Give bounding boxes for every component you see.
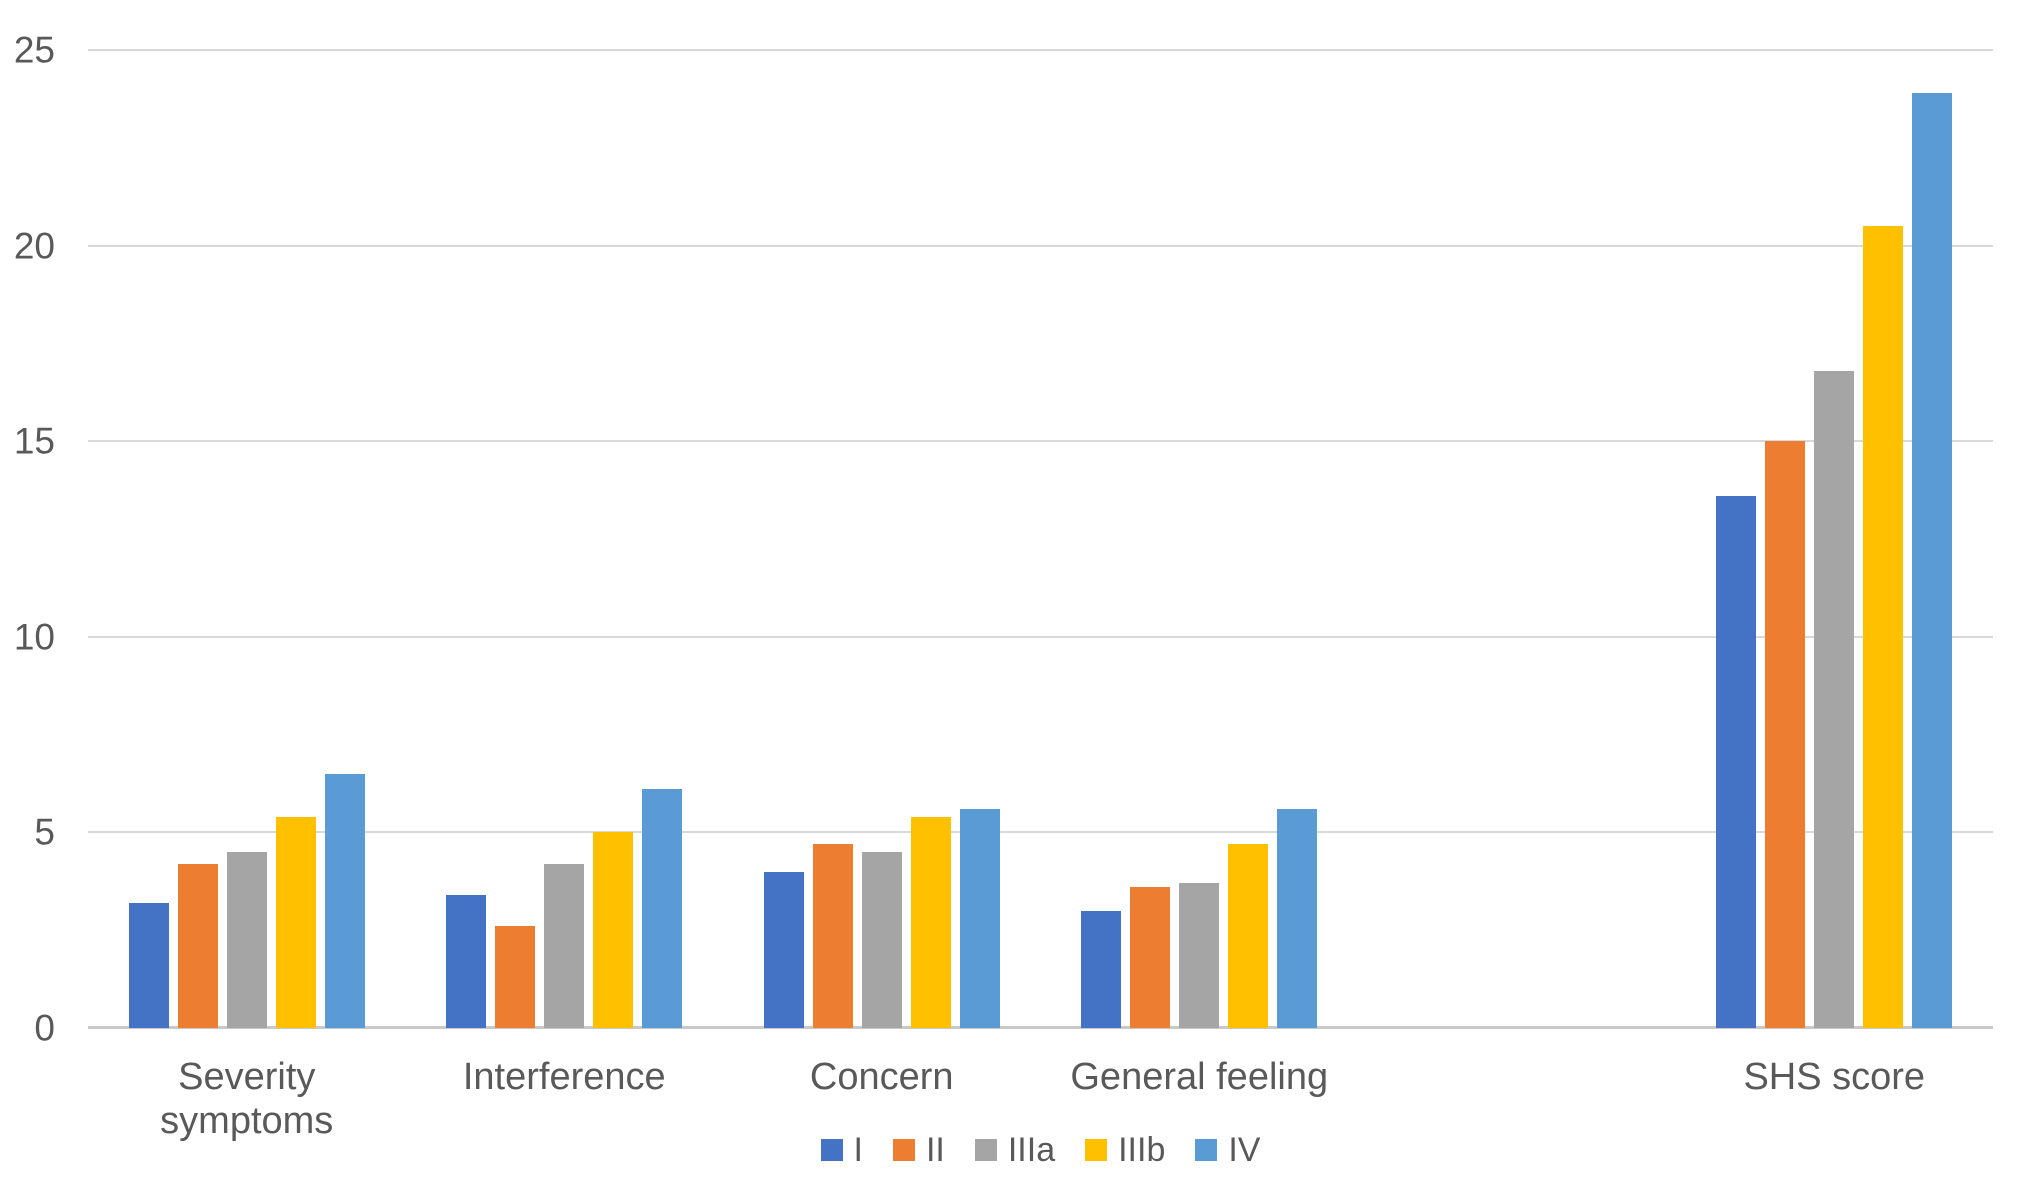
x-axis-category-label: SHS score (1743, 1056, 1926, 1098)
x-axis-category-label: Interference (462, 1056, 666, 1098)
bar-IV-shs-score (1912, 93, 1953, 1028)
bar-group-shs-score (1676, 50, 1994, 1028)
legend-label-IIIb: IIIb (1118, 1131, 1166, 1169)
plot-area (88, 49, 1993, 1029)
legend-label-I: I (853, 1131, 863, 1169)
legend-item-I: I (820, 1131, 863, 1169)
bar-group-severity-symptoms (88, 50, 406, 1028)
legend-item-II: II (892, 1131, 945, 1169)
bar-I-shs-score (1716, 495, 1757, 1028)
bar-I-concern (763, 871, 804, 1028)
legend-swatch-IIIa (974, 1139, 997, 1161)
bar-IIIb-severity-symptoms (275, 816, 316, 1028)
legend-label-IV: IV (1228, 1131, 1261, 1169)
bar-IIIa-interference (544, 863, 585, 1028)
legend-item-IIIb: IIIb (1085, 1133, 1165, 1167)
bar-group-concern (723, 50, 1041, 1028)
bar-group-empty (1358, 50, 1676, 1028)
x-axis-category-label: General feeling (1070, 1056, 1329, 1098)
bar-II-shs-score (1765, 441, 1806, 1028)
legend-item-IIIa: IIIa (974, 1131, 1056, 1169)
y-gridline-5 (88, 831, 1993, 834)
x-axis-category-label: Severity symptoms (160, 1056, 334, 1142)
y-gridline-20 (88, 244, 1993, 247)
bar-IIIb-interference (593, 832, 634, 1028)
bar-I-interference (446, 895, 487, 1028)
legend: I II IIIa IIIb IV (88, 1124, 1993, 1176)
bar-I-severity-symptoms (128, 902, 169, 1028)
legend-swatch-I (820, 1139, 843, 1161)
bar-II-general-feeling (1130, 887, 1171, 1028)
legend-item-IV: IV (1195, 1133, 1260, 1167)
bar-IIIb-shs-score (1863, 226, 1904, 1028)
bar-IIIb-general-feeling (1228, 844, 1269, 1028)
bars-row (88, 50, 1993, 1028)
x-axis-line (88, 1026, 1993, 1029)
bar-IIIb-concern (910, 816, 951, 1028)
bar-I-general-feeling (1081, 910, 1122, 1028)
bar-group-interference (406, 50, 724, 1028)
bar-IV-general-feeling (1277, 808, 1318, 1028)
bar-IIIa-severity-symptoms (226, 851, 267, 1028)
legend-label-II: II (925, 1131, 945, 1169)
y-tick-label-25: 25 (13, 29, 55, 71)
bar-IV-interference (642, 789, 683, 1028)
bar-IV-concern (959, 808, 1000, 1028)
y-gridline-10 (88, 635, 1993, 638)
bar-IV-severity-symptoms (324, 773, 365, 1028)
bar-IIIa-concern (861, 851, 902, 1028)
bar-II-concern (812, 844, 853, 1028)
bar-II-interference (495, 926, 536, 1028)
legend-swatch-IV (1195, 1139, 1218, 1161)
x-axis-labels: Severity symptoms Interference Concern Gene… (88, 1056, 1993, 1143)
bar-IIIa-general-feeling (1179, 883, 1220, 1028)
y-tick-label-15: 15 (13, 420, 55, 462)
y-gridline-15 (88, 440, 1993, 443)
legend-swatch-IIIb (1085, 1139, 1108, 1161)
x-axis-category-label: Concern (809, 1056, 954, 1098)
bar-II-severity-symptoms (177, 863, 218, 1028)
bar-group-general-feeling (1041, 50, 1359, 1028)
bar-IIIa-shs-score (1814, 370, 1855, 1028)
y-tick-label-0: 0 (34, 1007, 55, 1049)
legend-swatch-II (892, 1139, 915, 1161)
legend-label-IIIa: IIIa (1007, 1131, 1056, 1169)
y-tick-label-20: 20 (13, 225, 55, 267)
y-tick-label-10: 10 (13, 616, 55, 658)
y-tick-label-5: 5 (34, 811, 55, 853)
y-gridline-25 (88, 49, 1993, 51)
